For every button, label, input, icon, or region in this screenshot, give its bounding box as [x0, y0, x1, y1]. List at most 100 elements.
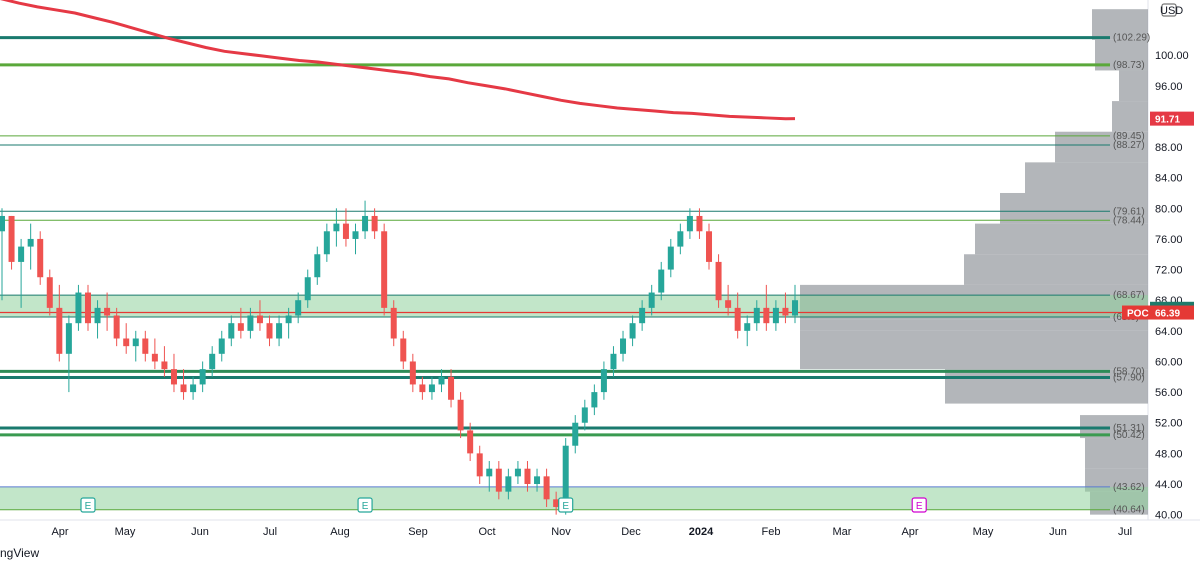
- candle-body: [180, 384, 187, 393]
- x-tick-label: May: [973, 526, 994, 538]
- x-tick-label: Apr: [51, 526, 68, 538]
- y-tick-label: 48.00: [1155, 448, 1183, 460]
- y-tick-label: 96.00: [1155, 81, 1183, 93]
- candle-body: [362, 215, 369, 232]
- support-zone: [0, 295, 1148, 318]
- candle-body: [228, 323, 235, 339]
- volume-profile-bar: [1112, 101, 1148, 132]
- candle-body: [438, 376, 445, 385]
- candle-body: [744, 323, 751, 331]
- earnings-marker[interactable]: [558, 497, 574, 513]
- candle-body: [562, 445, 569, 507]
- earnings-marker[interactable]: [357, 497, 373, 513]
- candle-body: [132, 338, 139, 347]
- volume-profile-bar: [800, 319, 1148, 331]
- candle-body: [534, 476, 541, 485]
- candle-body: [725, 300, 732, 308]
- candle-body: [495, 468, 502, 492]
- volume-profile-bar: [1055, 131, 1148, 163]
- volume-profile-bar: [975, 223, 1148, 255]
- x-tick-label: Aug: [330, 526, 350, 538]
- x-tick-label: May: [115, 526, 136, 538]
- candle-body: [323, 231, 330, 255]
- x-tick-label: Jun: [1049, 526, 1067, 538]
- volume-profile-bar: [1025, 162, 1148, 193]
- y-tick-label: 44.00: [1155, 479, 1183, 491]
- currency-label[interactable]: USD: [1160, 5, 1184, 17]
- candle-body: [218, 338, 225, 354]
- candle-body: [476, 453, 483, 477]
- candle-body: [457, 399, 464, 431]
- y-tick-label: 56.00: [1155, 387, 1183, 399]
- candle-body: [123, 338, 130, 347]
- candle-body: [285, 315, 292, 324]
- candle-body: [247, 315, 254, 331]
- earnings-marker[interactable]: [911, 497, 927, 513]
- horizontal-level-label: (43.62): [1113, 482, 1145, 493]
- candle-body: [792, 300, 798, 316]
- y-tick-label: 76.00: [1155, 234, 1183, 246]
- settings-icon[interactable]: [1159, 0, 1179, 20]
- candle-body: [190, 384, 197, 393]
- earnings-marker-label: E: [362, 501, 369, 512]
- y-tick-label: 100.00: [1155, 50, 1189, 62]
- candle-body: [667, 246, 674, 270]
- candle-body: [352, 231, 359, 239]
- candle-body: [256, 315, 263, 324]
- horizontal-level-label: (51.31): [1113, 423, 1145, 434]
- horizontal-level-label: (68.67): [1113, 290, 1145, 301]
- candle-body: [772, 307, 779, 324]
- candle-body: [553, 499, 560, 507]
- candle-body: [428, 384, 435, 393]
- candle-body: [715, 261, 722, 301]
- horizontal-level-label: (88.27): [1113, 140, 1145, 151]
- candle-body: [266, 323, 273, 339]
- volume-profile-bar: [945, 369, 1148, 404]
- earnings-marker-label: E: [916, 501, 923, 512]
- volume-profile-bar: [800, 330, 1148, 370]
- candle-body: [686, 215, 693, 232]
- candle-body: [677, 231, 684, 247]
- poc-label: POC: [1127, 309, 1149, 320]
- candle-body: [419, 384, 426, 393]
- x-tick-label: Jul: [263, 526, 277, 538]
- candle-body: [753, 307, 760, 324]
- candle-body: [639, 307, 646, 324]
- candle-body: [448, 376, 455, 400]
- x-tick-label: Dec: [621, 526, 641, 538]
- candle-body: [706, 231, 713, 262]
- y-tick-label: 80.00: [1155, 203, 1183, 215]
- candle-body: [514, 468, 521, 477]
- candle-body: [620, 338, 627, 354]
- candle-body: [46, 277, 53, 308]
- y-tick-label: 88.00: [1155, 142, 1183, 154]
- y-tick-label: 60.00: [1155, 356, 1183, 368]
- y-tick-label: 52.00: [1155, 418, 1183, 430]
- candle-body: [505, 476, 512, 492]
- candle-body: [591, 392, 598, 408]
- x-tick-label: Oct: [478, 526, 495, 538]
- volume-profile-bar: [1080, 415, 1148, 439]
- volume-profile-bar: [964, 254, 1148, 285]
- candle-body: [572, 422, 579, 446]
- ma-price-tag: 91.71: [1155, 115, 1180, 126]
- candle-body: [75, 292, 82, 324]
- earnings-marker[interactable]: [80, 497, 96, 513]
- horizontal-level-label: (50.42): [1113, 430, 1145, 441]
- candle-body: [295, 300, 302, 316]
- y-tick-label: 72.00: [1155, 265, 1183, 277]
- candle-body: [56, 307, 63, 354]
- candle-body: [0, 215, 5, 232]
- candle-body: [37, 238, 44, 278]
- poc-price-tag-bg: [1150, 305, 1194, 320]
- candle-body: [304, 277, 311, 301]
- candle-body: [333, 223, 340, 232]
- candle-body: [161, 361, 168, 370]
- candle-body: [610, 353, 617, 370]
- candle-body: [782, 307, 789, 316]
- x-tick-label: 2024: [689, 526, 714, 538]
- candle-body: [170, 369, 177, 385]
- horizontal-level-label: (98.73): [1113, 60, 1145, 71]
